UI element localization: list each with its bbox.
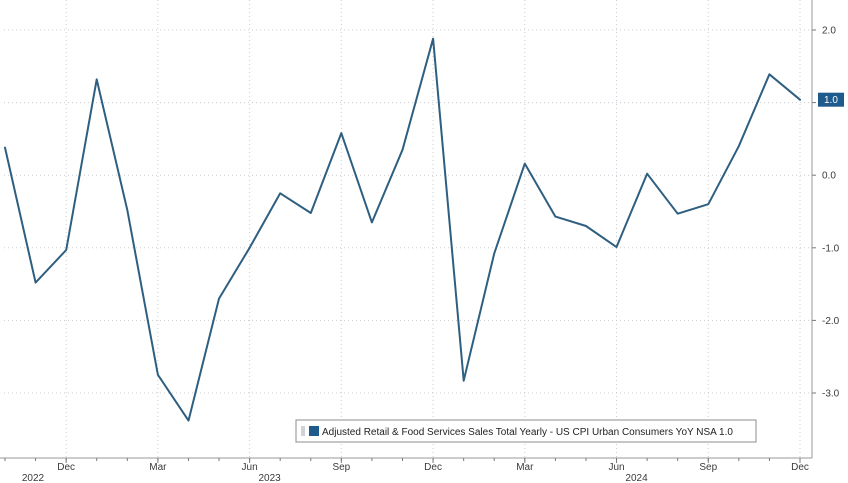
legend-entry-text: Adjusted Retail & Food Services Sales To…: [322, 427, 733, 438]
series-line-0: [4, 37, 801, 422]
series-group: [4, 37, 801, 422]
x-tick-label-6: Jun: [608, 462, 624, 473]
legend: Adjusted Retail & Food Services Sales To…: [295, 419, 757, 443]
x-tick-label-3: Sep: [332, 462, 350, 473]
x-tick-label-1: Mar: [149, 462, 167, 473]
y-tick-label-4: -2.0: [822, 316, 840, 327]
y-tick-label-3: -1.0: [822, 243, 840, 254]
x-tick-label-7: Sep: [699, 462, 717, 473]
x-tick-label-4: Dec: [424, 462, 442, 473]
last-value-label: 1.0: [818, 92, 844, 107]
year-label-0: 2022: [22, 473, 45, 483]
legend-box: [295, 419, 757, 443]
year-label-2: 2024: [625, 473, 648, 483]
x-tick-label-2: Jun: [242, 462, 258, 473]
x-axis: Dec Mar Jun Sep Dec Mar Jun Sep Dec 2022 2023 2024: [0, 457, 812, 483]
y-tick-label-5: -3.0: [822, 389, 840, 400]
gridlines: [4, 0, 810, 458]
y-axis: 2.0 1.0 0.0 -1.0 -2.0 -3.0: [811, 0, 840, 458]
y-tick-label-2: 0.0: [822, 171, 836, 182]
legend-handle-icon: [301, 426, 305, 436]
legend-swatch: [309, 426, 319, 436]
year-label-1: 2023: [258, 473, 281, 483]
x-tick-label-0: Dec: [57, 462, 75, 473]
last-value-label-text: 1.0: [824, 95, 838, 106]
y-tick-label-0: 2.0: [822, 26, 836, 37]
x-tick-label-5: Mar: [516, 462, 534, 473]
last-value-label-background: [818, 92, 844, 107]
x-tick-label-8: Dec: [791, 462, 809, 473]
